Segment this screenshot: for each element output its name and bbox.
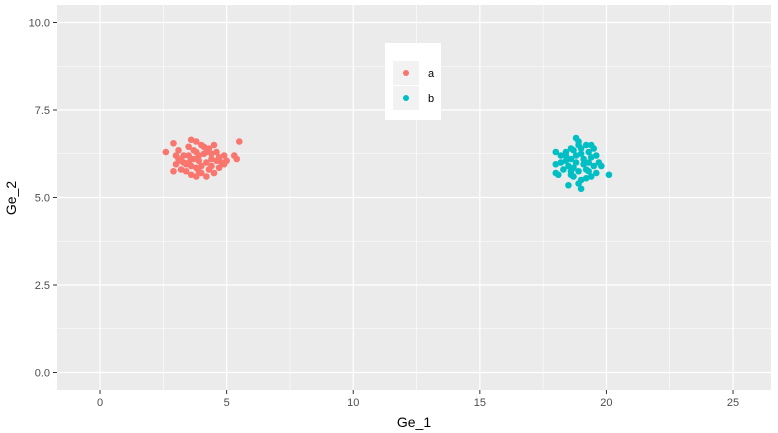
y-tick-label: 0.0 [35, 368, 50, 380]
x-tick-label: 20 [600, 397, 612, 409]
data-point-b [577, 185, 585, 193]
data-point-a [192, 148, 200, 156]
data-point-a [172, 160, 180, 168]
data-point-b [570, 173, 577, 180]
data-point-a [198, 162, 205, 170]
data-point-a [208, 162, 215, 170]
data-point-a [220, 160, 228, 168]
legend-label-a: a [428, 68, 435, 80]
data-point-a [170, 139, 177, 147]
data-point-b [572, 159, 580, 166]
data-point-a [220, 152, 228, 159]
x-axis: 0 5 10 15 20 25 [97, 390, 739, 409]
data-point-b [567, 167, 575, 175]
data-point-a [195, 167, 203, 175]
data-point-b [572, 152, 580, 159]
data-point-a [162, 148, 170, 156]
data-point-a [235, 138, 243, 145]
points-layer [162, 134, 613, 193]
data-point-a [187, 136, 195, 144]
data-point-a [215, 153, 223, 161]
data-point-a [200, 143, 208, 151]
data-point-a [208, 155, 215, 163]
y-tick-label: 10.0 [29, 18, 50, 30]
data-point-b [565, 162, 572, 170]
data-point-a [192, 138, 200, 145]
data-point-a [203, 148, 210, 156]
data-point-b [585, 167, 593, 175]
data-point-b [585, 148, 593, 156]
x-tick-label: 15 [474, 397, 486, 409]
data-point-b [575, 180, 582, 187]
data-point-b [565, 181, 572, 189]
data-point-b [560, 166, 567, 173]
data-point-b [585, 159, 593, 166]
data-point-b [577, 150, 585, 158]
data-point-b [557, 152, 565, 159]
x-tick-label: 25 [727, 397, 739, 409]
data-point-b [567, 155, 575, 163]
y-tick-label: 7.5 [35, 105, 50, 117]
y-axis: 0.0 2.5 5.0 7.5 10.0 [29, 18, 57, 380]
data-point-a [203, 173, 210, 180]
data-point-a [213, 148, 220, 156]
legend-label-b: b [428, 93, 434, 105]
data-point-b [582, 174, 590, 182]
data-point-a [177, 157, 185, 165]
data-point-a [175, 146, 182, 154]
data-point-a [187, 162, 195, 170]
legend-key-a-point [403, 70, 409, 76]
data-point-b [587, 173, 595, 180]
data-point-b [590, 145, 598, 152]
data-point-b [580, 155, 587, 163]
data-point-a [208, 150, 215, 158]
x-axis-title: Ge_1 [397, 414, 431, 430]
data-point-a [215, 164, 223, 172]
legend: a b [385, 43, 441, 120]
data-point-a [172, 152, 180, 159]
data-point-b [592, 169, 600, 177]
data-point-b [552, 148, 560, 156]
data-point-a [210, 141, 218, 149]
data-point-a [177, 166, 185, 173]
data-point-b [580, 160, 587, 168]
y-tick-label: 5.0 [35, 193, 50, 205]
data-point-b [598, 162, 605, 170]
data-point-a [182, 160, 190, 168]
data-point-b [552, 169, 560, 177]
data-point-b [557, 159, 565, 166]
data-point-b [575, 167, 582, 175]
data-point-b [592, 152, 600, 159]
data-point-a [185, 143, 192, 151]
data-point-b [582, 141, 590, 149]
data-point-a [195, 157, 203, 165]
data-point-a [192, 173, 200, 180]
data-point-a [210, 169, 218, 177]
data-point-b [587, 153, 595, 161]
y-axis-title: Ge_2 [3, 181, 19, 215]
data-point-a [182, 167, 190, 175]
data-point-b [590, 162, 598, 170]
x-tick-label: 0 [97, 397, 103, 409]
y-tick-label: 2.5 [35, 280, 50, 292]
data-point-b [605, 171, 613, 179]
data-point-b [562, 157, 570, 165]
data-point-a [170, 167, 177, 175]
legend-key-b-point [403, 95, 409, 101]
data-point-b [552, 160, 560, 168]
data-point-a [233, 155, 241, 163]
data-point-a [187, 171, 195, 179]
data-point-a [180, 152, 187, 159]
data-point-a [203, 159, 210, 166]
x-tick-label: 5 [224, 397, 230, 409]
data-point-a [187, 155, 195, 163]
data-point-b [575, 141, 582, 149]
x-tick-label: 10 [347, 397, 359, 409]
data-point-b [562, 152, 570, 159]
data-point-b [570, 146, 577, 154]
